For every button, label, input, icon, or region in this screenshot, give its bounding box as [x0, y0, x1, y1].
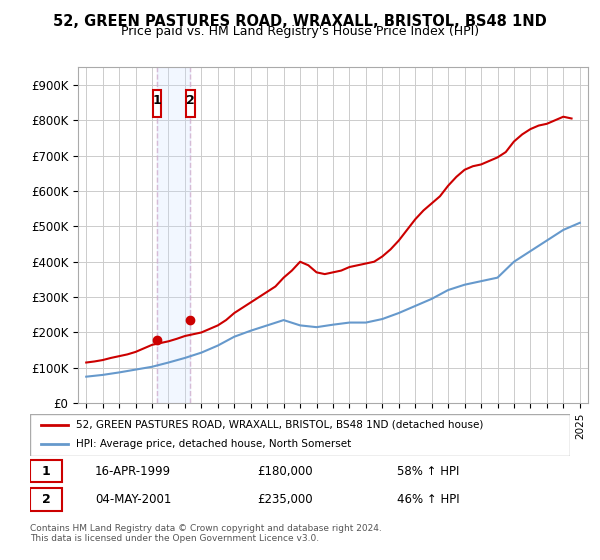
Text: 52, GREEN PASTURES ROAD, WRAXALL, BRISTOL, BS48 1ND: 52, GREEN PASTURES ROAD, WRAXALL, BRISTO… — [53, 14, 547, 29]
Text: 16-APR-1999: 16-APR-1999 — [95, 465, 171, 478]
Text: £235,000: £235,000 — [257, 493, 313, 506]
Bar — [157, 67, 190, 403]
FancyBboxPatch shape — [153, 90, 161, 116]
Text: 52, GREEN PASTURES ROAD, WRAXALL, BRISTOL, BS48 1ND (detached house): 52, GREEN PASTURES ROAD, WRAXALL, BRISTO… — [76, 420, 483, 430]
Text: Contains HM Land Registry data © Crown copyright and database right 2024.
This d: Contains HM Land Registry data © Crown c… — [30, 524, 382, 543]
Text: HPI: Average price, detached house, North Somerset: HPI: Average price, detached house, Nort… — [76, 439, 351, 449]
FancyBboxPatch shape — [187, 90, 194, 116]
Text: 1: 1 — [152, 94, 161, 108]
Text: 2: 2 — [42, 493, 50, 506]
FancyBboxPatch shape — [30, 414, 570, 456]
Text: Price paid vs. HM Land Registry's House Price Index (HPI): Price paid vs. HM Land Registry's House … — [121, 25, 479, 38]
FancyBboxPatch shape — [30, 460, 62, 482]
Text: £180,000: £180,000 — [257, 465, 313, 478]
Text: 04-MAY-2001: 04-MAY-2001 — [95, 493, 171, 506]
FancyBboxPatch shape — [30, 488, 62, 511]
Text: 58% ↑ HPI: 58% ↑ HPI — [397, 465, 460, 478]
Text: 1: 1 — [42, 465, 50, 478]
Text: 2: 2 — [186, 94, 195, 108]
Text: 46% ↑ HPI: 46% ↑ HPI — [397, 493, 460, 506]
